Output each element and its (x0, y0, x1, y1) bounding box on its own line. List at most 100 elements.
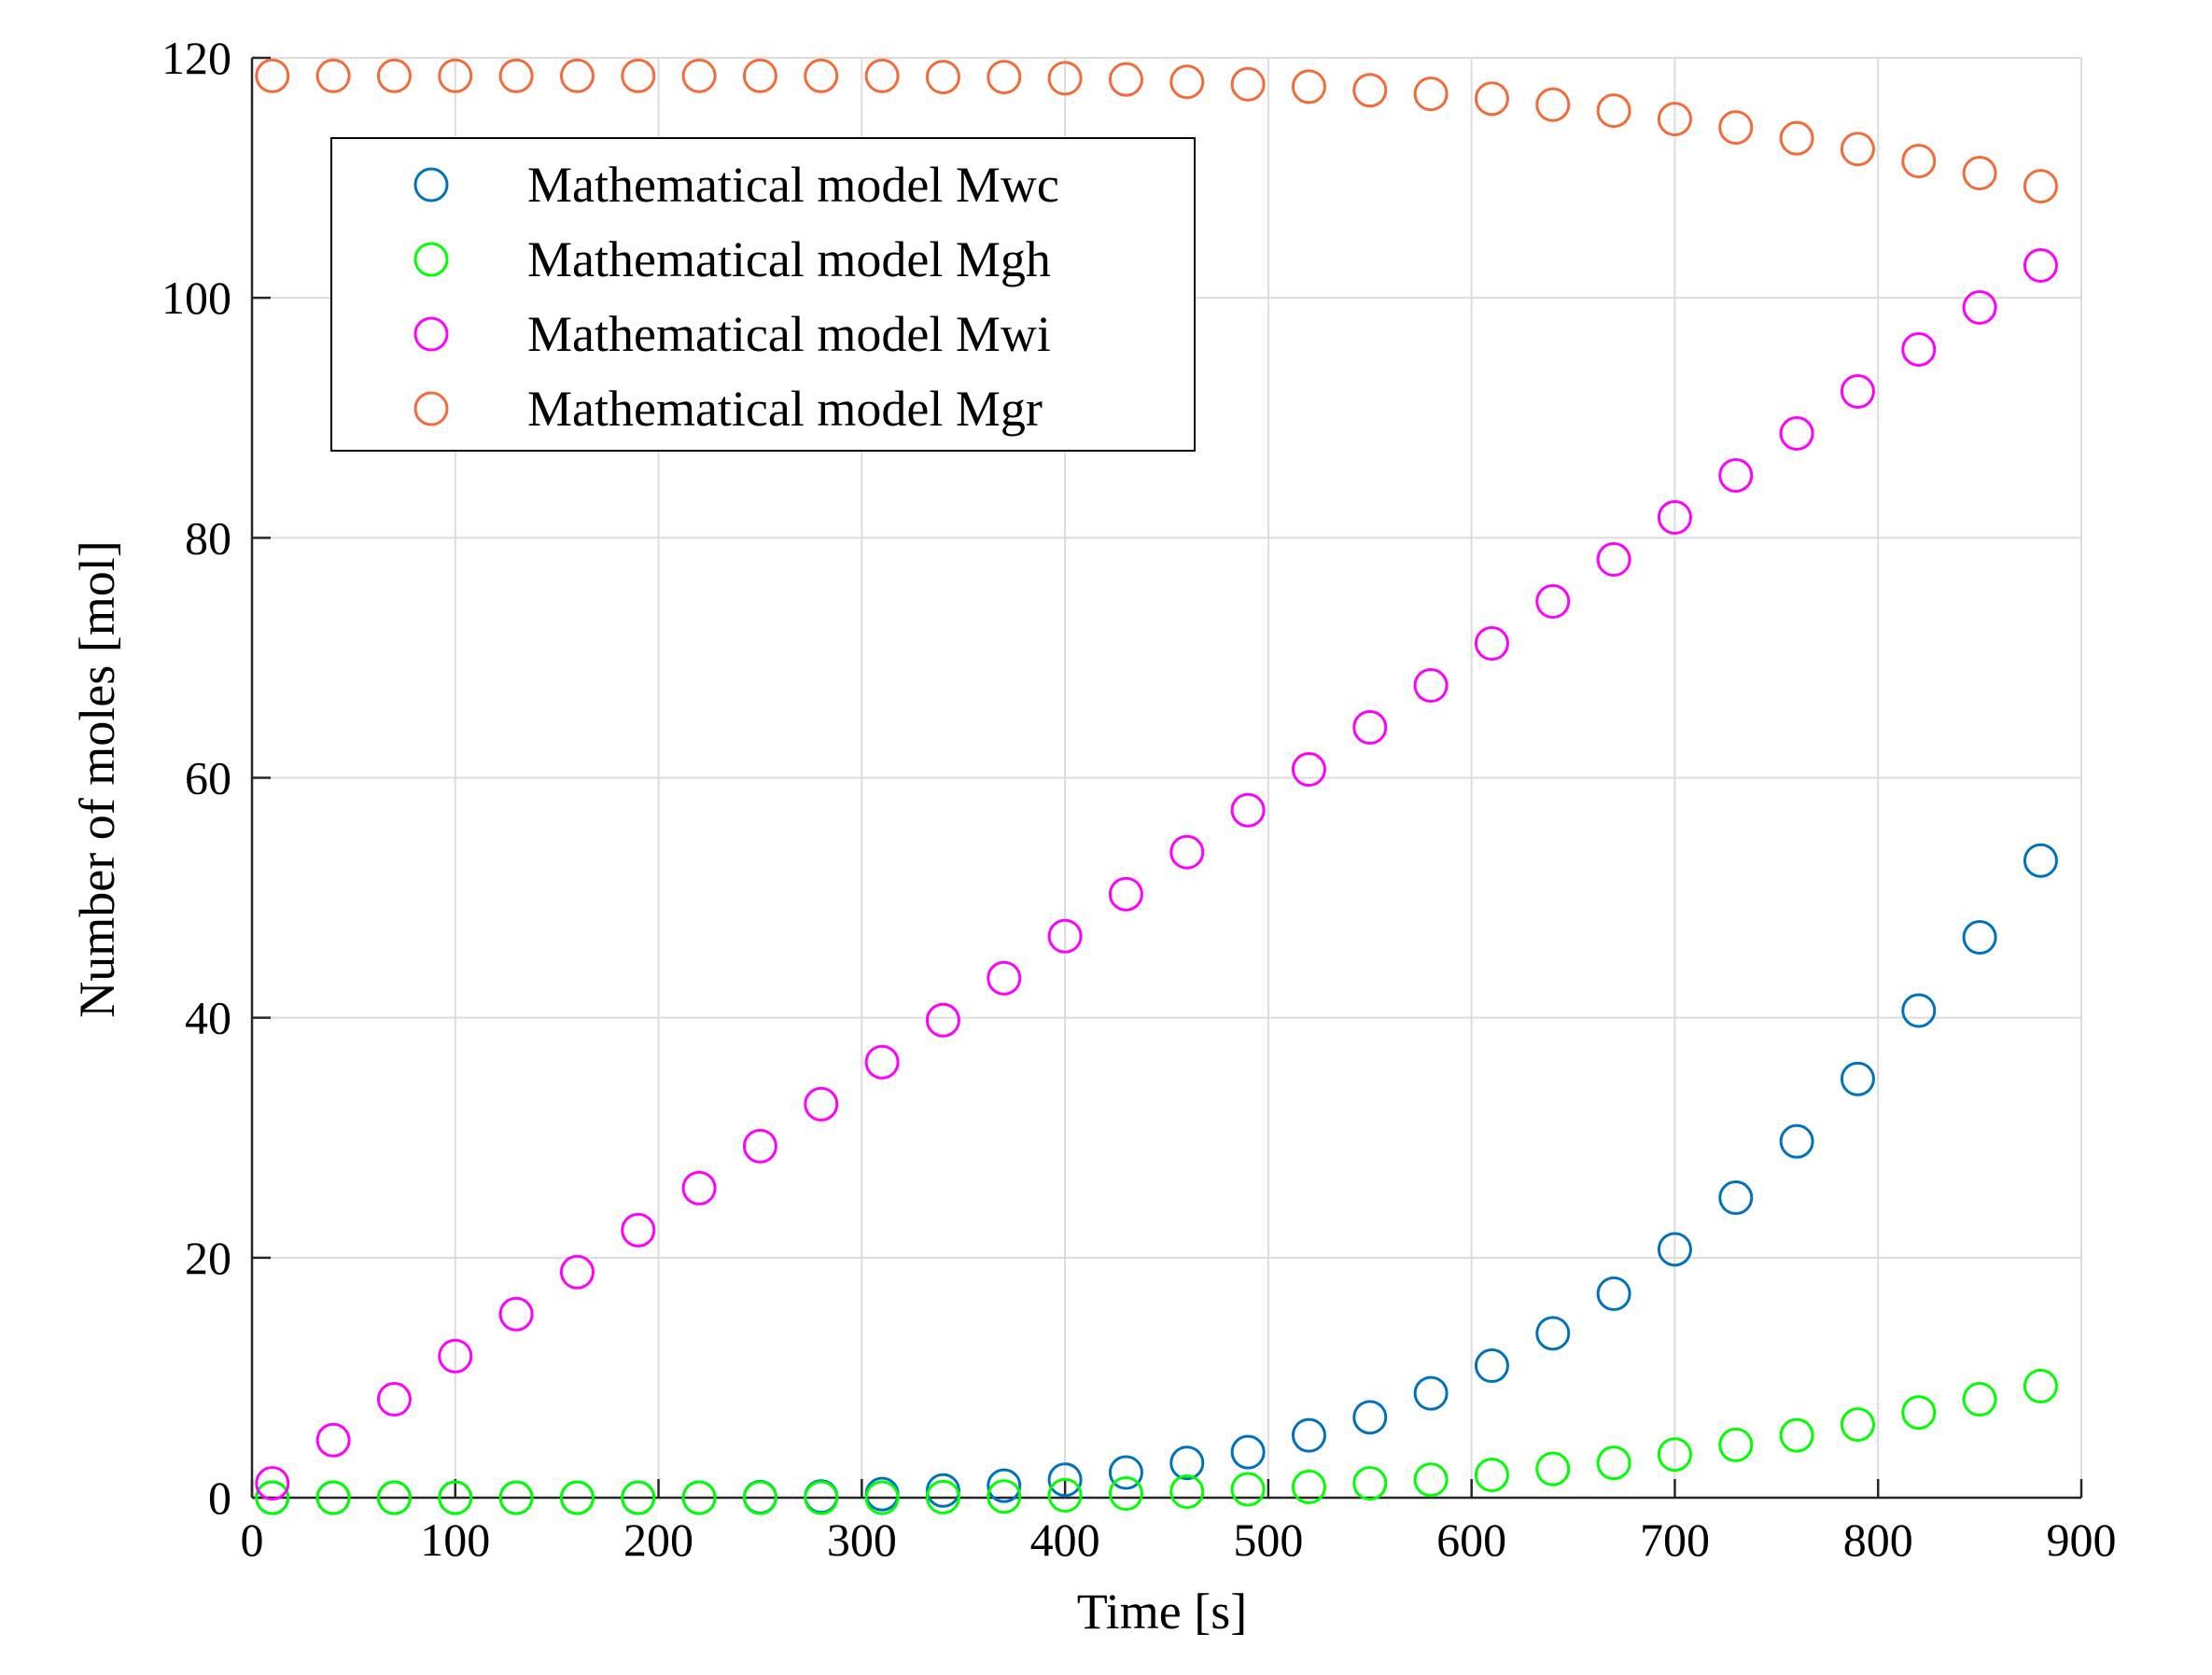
data-point (1291, 751, 1326, 787)
data-point (315, 1480, 351, 1515)
data-point (1474, 625, 1509, 661)
legend-label: Mathematical model Mwi (527, 306, 1051, 362)
data-point (1779, 1417, 1814, 1453)
data-point (1718, 110, 1754, 146)
data-point (1352, 1466, 1388, 1501)
data-point (255, 1480, 290, 1515)
data-point (1108, 876, 1143, 912)
data-point (1047, 918, 1083, 954)
data-point (1169, 834, 1205, 870)
x-tick-label: 600 (1436, 1514, 1506, 1566)
data-point (1474, 81, 1509, 117)
data-point (1474, 1348, 1509, 1384)
x-tick-label: 300 (827, 1514, 897, 1566)
data-point (1535, 1451, 1571, 1487)
data-point (1108, 1475, 1143, 1511)
legend-marker (413, 391, 449, 426)
legend: Mathematical model Mwc Mathematical model… (330, 137, 1196, 452)
data-point (804, 1480, 839, 1515)
x-tick-label: 800 (1843, 1514, 1913, 1566)
data-point (2023, 247, 2058, 283)
data-point (2023, 843, 2058, 878)
data-point (1291, 1417, 1326, 1453)
data-point (1596, 93, 1631, 129)
data-point (1718, 457, 1754, 493)
data-point (1169, 64, 1205, 100)
y-tick-label: 100 (161, 272, 231, 324)
data-point (1657, 1437, 1692, 1473)
data-point (498, 1480, 534, 1515)
data-point (1535, 1316, 1571, 1351)
data-point (438, 1480, 473, 1515)
data-point (1657, 499, 1692, 535)
data-point (1291, 69, 1326, 105)
data-point (1596, 1276, 1631, 1311)
data-point (1413, 1375, 1449, 1411)
legend-label: Mathematical model Mgh (527, 231, 1051, 287)
data-point (376, 58, 412, 93)
data-point (559, 58, 595, 93)
data-point (804, 1086, 839, 1122)
data-point (987, 1479, 1022, 1514)
data-point (559, 1254, 595, 1290)
data-point (987, 1468, 1022, 1503)
data-point (621, 58, 656, 93)
data-point (1901, 993, 1937, 1028)
data-point (1108, 62, 1143, 97)
data-point (1230, 792, 1266, 828)
ticks-layer: 0 100 200 300 400 500 600 700 800 900 0 20 40 60 80 100… (161, 32, 2117, 1566)
data-point (1840, 132, 1875, 167)
data-point (925, 1479, 960, 1514)
data-point (742, 1128, 777, 1164)
x-tick-label: 0 (241, 1514, 264, 1566)
data-point (1840, 1407, 1875, 1443)
data-point (1413, 1462, 1449, 1498)
legend-marker (413, 167, 449, 202)
data-point (438, 1338, 473, 1374)
legend-label: Mathematical model Mgr (527, 381, 1043, 437)
data-point (255, 58, 290, 93)
data-point (1413, 667, 1449, 703)
data-point (1779, 120, 1814, 156)
data-point (1962, 155, 1997, 190)
data-point (742, 58, 777, 93)
data-point (1291, 1469, 1326, 1504)
x-tick-label: 500 (1233, 1514, 1303, 1566)
data-point (1230, 66, 1266, 102)
data-point (2023, 169, 2058, 204)
data-point (864, 1044, 900, 1080)
data-point (1901, 1395, 1937, 1431)
data-point (1535, 87, 1571, 122)
data-point (1962, 920, 1997, 956)
data-point (1352, 1400, 1388, 1435)
x-tick-label: 100 (420, 1514, 490, 1566)
series-2 (255, 1368, 2058, 1515)
x-tick-label: 900 (2047, 1514, 2117, 1566)
data-point (559, 1480, 595, 1515)
y-tick-label: 120 (161, 32, 231, 84)
data-point (498, 58, 534, 93)
data-point (1962, 289, 1997, 325)
data-point (1840, 373, 1875, 409)
y-tick-label: 40 (185, 992, 231, 1044)
data-point (1352, 709, 1388, 745)
series-4 (255, 58, 2058, 204)
data-point (438, 58, 473, 93)
data-point (864, 1480, 900, 1515)
x-tick-label: 400 (1030, 1514, 1100, 1566)
data-point (804, 58, 839, 93)
data-point (315, 1422, 351, 1458)
data-point (498, 1296, 534, 1332)
legend-marker (413, 316, 449, 352)
data-point (1047, 61, 1083, 96)
data-point (1047, 1477, 1083, 1513)
y-tick-label: 60 (185, 752, 231, 804)
data-point (1962, 1382, 1997, 1417)
data-point (681, 1480, 717, 1515)
data-point (621, 1212, 656, 1248)
data-point (925, 1473, 960, 1508)
data-point (1779, 415, 1814, 451)
data-point (1596, 541, 1631, 577)
data-point (2023, 1368, 2058, 1403)
